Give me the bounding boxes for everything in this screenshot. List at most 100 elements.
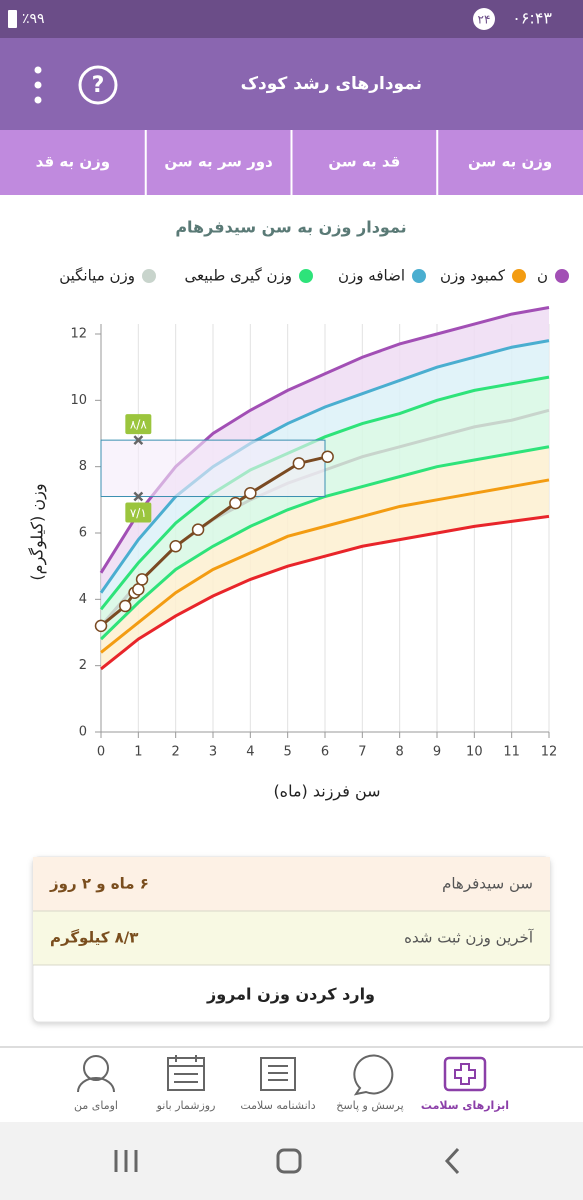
tab[interactable]: دور سر به سن xyxy=(164,153,273,171)
y-tick-label: 4 xyxy=(79,592,87,607)
x-tick-label: 8 xyxy=(396,745,404,760)
nav-label: روزشمار بانو xyxy=(156,1099,216,1112)
system-buttons xyxy=(114,1147,460,1175)
tab[interactable]: قد به سن xyxy=(328,153,400,171)
home-button[interactable] xyxy=(276,1148,302,1174)
help-icon: ? xyxy=(92,73,105,98)
legend-swatch xyxy=(412,269,426,283)
marker-label-bg xyxy=(125,414,152,435)
chart-title: نمودار وزن به سن سیدفرهام xyxy=(175,218,406,237)
legend-label: وزن گیری طبیعی xyxy=(185,267,292,285)
badge-text: ۲۴ xyxy=(478,13,491,27)
nav-label: ابزارهای سلامت xyxy=(421,1099,509,1112)
legend-label: اضافه وزن xyxy=(338,267,405,285)
band xyxy=(101,479,549,669)
x-tick-label: 12 xyxy=(541,745,558,760)
legend-swatch xyxy=(512,269,526,283)
x-tick-label: 9 xyxy=(433,745,441,760)
nav-label: پرسش و پاسخ xyxy=(336,1099,403,1112)
child-point[interactable] xyxy=(321,450,334,463)
nav-icon xyxy=(268,1065,288,1081)
marker-label: ۷/۱ xyxy=(130,506,147,520)
y-tick-label: 2 xyxy=(79,658,87,673)
nav-icon xyxy=(454,1063,476,1085)
enter-weight-button[interactable]: وارد کردن وزن امروز xyxy=(206,985,375,1004)
clock: ۰۶:۴۳ xyxy=(512,9,552,28)
percentile-line xyxy=(100,514,550,671)
nav-item[interactable]: پرسش و پاسخ xyxy=(336,1054,404,1112)
child-point[interactable] xyxy=(94,619,108,633)
system-nav xyxy=(0,1122,583,1200)
back-button[interactable] xyxy=(444,1147,460,1175)
y-tick-label: 6 xyxy=(79,526,87,541)
marker xyxy=(133,435,144,446)
nav-item[interactable]: اومای من xyxy=(74,1055,118,1112)
battery-icon xyxy=(8,10,17,28)
info-card: سن سیدفرهام ۶ ماه و ۲ روز آخرین وزن ثبت … xyxy=(32,856,551,1023)
nav-item[interactable]: ابزارهای سلامت xyxy=(421,1056,509,1112)
row-value: ۶ ماه و ۲ روز xyxy=(49,875,149,893)
x-tick-label: 0 xyxy=(97,745,105,760)
marker-label: ۸/۸ xyxy=(130,418,147,432)
nav-icon xyxy=(168,1055,204,1083)
status-bar xyxy=(0,0,583,38)
percentile-line xyxy=(100,478,550,654)
y-tick-label: 10 xyxy=(70,393,87,408)
battery-level: ٪۹۹ xyxy=(22,11,45,27)
nav-icon xyxy=(83,1055,109,1081)
row-label: آخرین وزن ثبت شده xyxy=(404,929,534,947)
nav-label: دانشنامه سلامت xyxy=(240,1099,315,1112)
y-tick-label: 12 xyxy=(70,327,87,342)
tab[interactable]: وزن به قد xyxy=(36,153,110,171)
marker xyxy=(133,491,144,502)
x-tick-label: 5 xyxy=(284,745,292,760)
app-bar xyxy=(0,38,583,130)
help-button[interactable] xyxy=(78,65,118,105)
x-tick-label: 11 xyxy=(503,745,520,760)
child-point[interactable] xyxy=(292,457,306,470)
band xyxy=(101,307,549,593)
child-point[interactable] xyxy=(244,486,257,500)
child-point[interactable] xyxy=(169,540,182,553)
x-tick-label: 4 xyxy=(246,745,254,760)
band xyxy=(101,410,549,640)
nav-label: اومای من xyxy=(74,1099,118,1112)
band xyxy=(101,340,549,610)
nav-item[interactable]: دانشنامه سلامت xyxy=(240,1057,316,1112)
legend-swatch xyxy=(299,269,313,283)
child-point[interactable] xyxy=(191,523,205,536)
row-value: ۸/۳ کیلوگرم xyxy=(50,929,138,947)
legend-swatch xyxy=(555,269,569,283)
dot xyxy=(34,96,42,104)
nav-icon xyxy=(260,1057,296,1091)
app-title: نمودارهای رشد کودک xyxy=(241,74,422,94)
band xyxy=(101,377,549,626)
y-tick-label: 0 xyxy=(79,725,87,740)
child-point[interactable] xyxy=(135,573,149,586)
x-tick-label: 1 xyxy=(134,745,142,760)
x-tick-label: 3 xyxy=(209,745,217,760)
badge xyxy=(473,8,495,30)
x-axis-label: سن فرزند (ماه) xyxy=(273,782,380,802)
card-row xyxy=(33,911,550,965)
menu-button[interactable] xyxy=(34,66,42,104)
x-tick-label: 6 xyxy=(321,745,329,760)
nav-icon xyxy=(77,1077,115,1093)
child-point[interactable] xyxy=(229,496,242,510)
nav-icon xyxy=(353,1054,394,1096)
tab[interactable]: وزن به سن xyxy=(468,153,552,171)
x-tick-label: 7 xyxy=(358,745,366,760)
marker-label-bg xyxy=(125,502,152,523)
y-axis-label: وزن (کیلوگرم) xyxy=(28,483,48,580)
legend-label: کمبود وزن xyxy=(440,267,506,285)
recent-button[interactable] xyxy=(114,1150,138,1172)
dot xyxy=(34,81,42,89)
legend-label: ن xyxy=(537,267,548,285)
dot xyxy=(34,66,42,74)
nav-item[interactable]: روزشمار بانو xyxy=(156,1055,216,1112)
band xyxy=(101,446,549,653)
x-tick-label: 10 xyxy=(466,745,483,760)
y-tick-label: 8 xyxy=(79,459,87,474)
child-point[interactable] xyxy=(119,599,132,613)
nav-icon xyxy=(443,1056,487,1092)
